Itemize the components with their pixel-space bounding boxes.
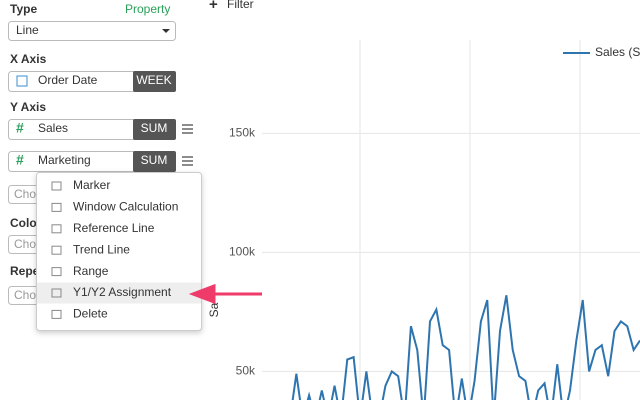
menu-icon (51, 224, 62, 234)
y-axis-label: Sa (207, 302, 221, 317)
menu-icon (51, 202, 62, 212)
y-tick-label: 100k (229, 245, 256, 259)
calendar-icon (16, 75, 28, 87)
type-label: Type (10, 2, 37, 16)
line (291, 295, 640, 400)
repeat-label: Repe (10, 264, 40, 278)
menu-highlight (37, 282, 201, 304)
select-text: Cho (14, 288, 36, 302)
type-value: Line (16, 23, 39, 37)
y-field: Sales (38, 121, 68, 135)
select-text: Cho (14, 237, 36, 251)
y-tick-label: 50k (236, 364, 256, 378)
hash-icon: # (16, 120, 24, 136)
y-axis-label: Y Axis (10, 100, 46, 114)
menu-item[interactable]: Marker (73, 178, 110, 192)
x-field: Order Date (38, 73, 98, 87)
y-agg: SUM (141, 153, 168, 167)
menu-item[interactable]: Trend Line (73, 242, 130, 256)
filter-button[interactable]: + Filter (209, 0, 254, 13)
property-link[interactable]: Property (125, 2, 170, 16)
agg-box[interactable] (133, 71, 176, 92)
menu-item[interactable]: Range (73, 264, 109, 278)
agg-box[interactable] (133, 119, 176, 140)
menu-item[interactable]: Delete (73, 307, 108, 321)
x-agg: WEEK (136, 73, 171, 87)
color-label: Colo (10, 216, 37, 230)
menu-icon (51, 267, 62, 277)
legend-label: Sales (Su (595, 45, 640, 59)
filter-label: Filter (227, 0, 254, 11)
select-text: Cho (14, 187, 36, 201)
menu-item[interactable]: Y1/Y2 Assignment (73, 285, 172, 299)
plus-icon: + (209, 0, 218, 13)
caret (162, 29, 170, 33)
arrow (188, 283, 262, 305)
menu-item[interactable]: Window Calculation (73, 200, 178, 214)
chart: Sales (Su Sa 50k 100k 150k (207, 40, 640, 400)
agg-box[interactable] (133, 151, 176, 172)
menu-icon (51, 309, 62, 319)
menu-icon (51, 245, 62, 255)
hash-icon: # (16, 152, 24, 168)
menu-icon (51, 181, 62, 191)
y-agg: SUM (141, 121, 168, 135)
x-axis-label: X Axis (10, 52, 47, 66)
type-select[interactable] (8, 21, 176, 41)
y-field: Marketing (38, 153, 91, 167)
y-tick-label: 150k (229, 126, 256, 140)
menu-item[interactable]: Reference Line (73, 221, 155, 235)
menu-icon (51, 288, 62, 298)
